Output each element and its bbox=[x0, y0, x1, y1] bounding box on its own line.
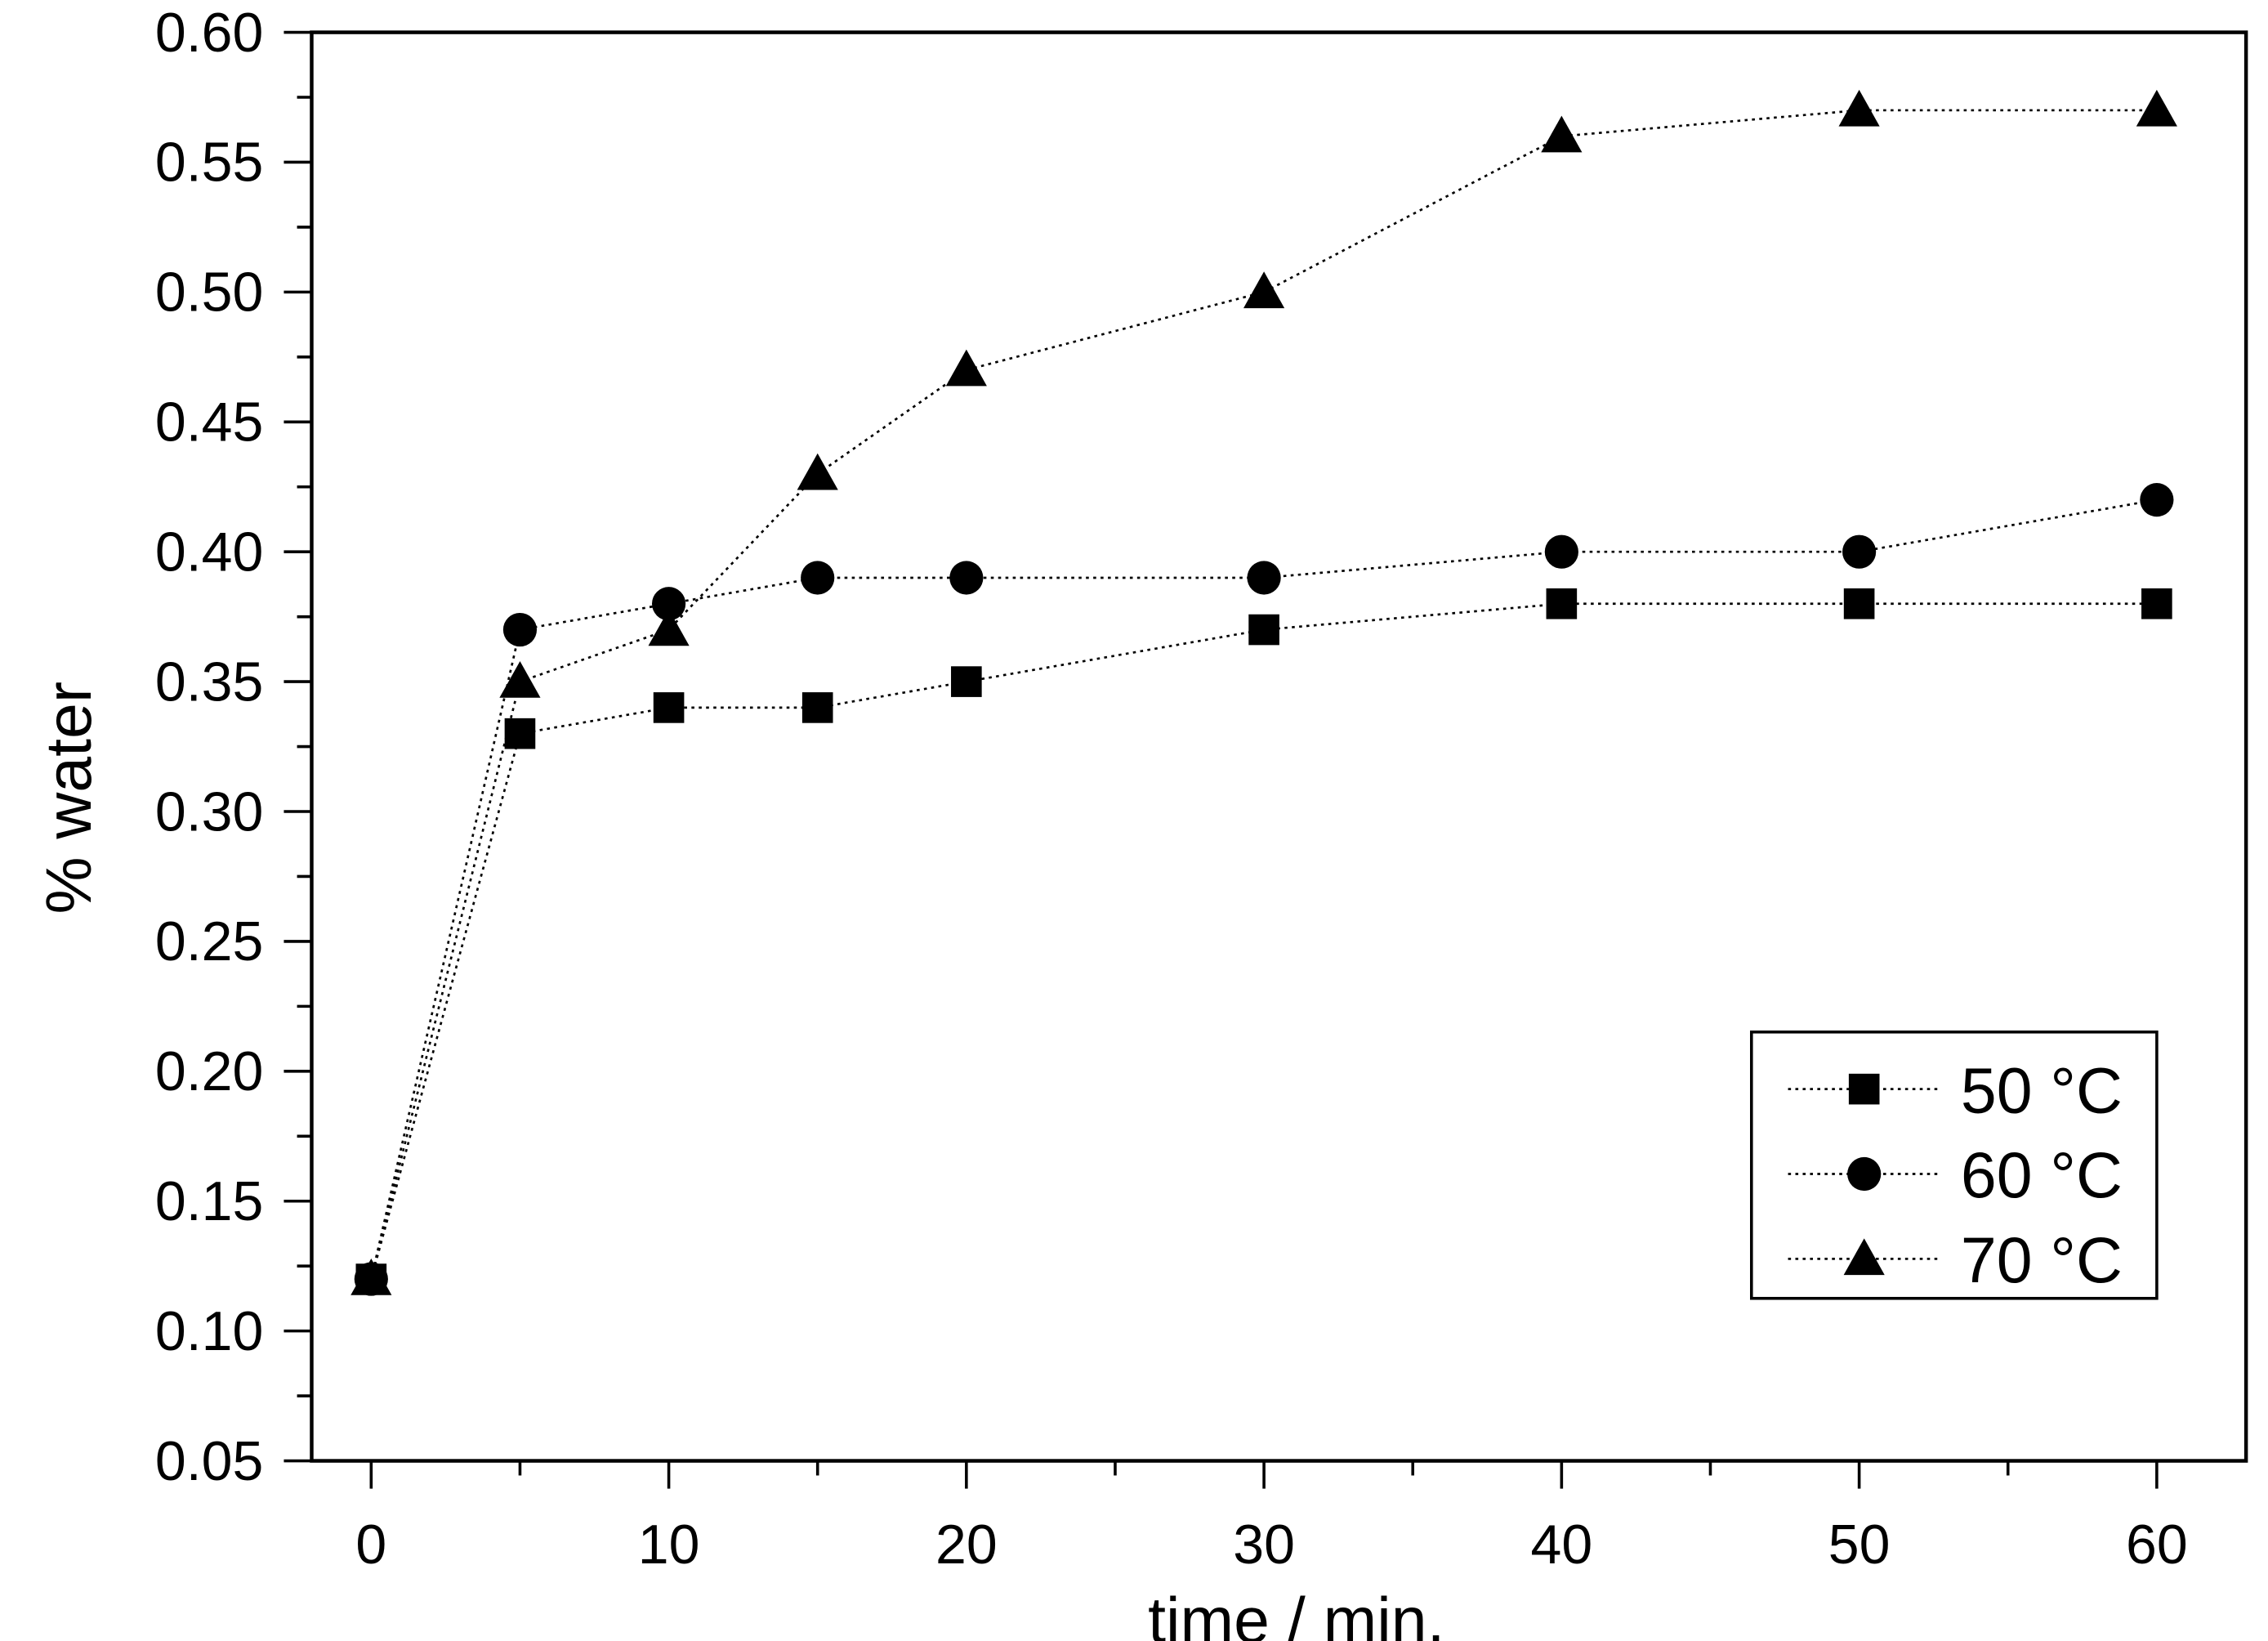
data-point-circle bbox=[2140, 483, 2174, 517]
legend-item: 50 °C bbox=[1788, 1054, 2123, 1126]
data-point-triangle bbox=[945, 349, 987, 387]
data-point-circle bbox=[1842, 534, 1877, 569]
legend-item: 60 °C bbox=[1788, 1139, 2123, 1211]
legend-label: 50 °C bbox=[1961, 1054, 2123, 1126]
x-tick-label: 10 bbox=[638, 1514, 700, 1576]
data-point-triangle bbox=[2136, 89, 2177, 127]
data-point-circle bbox=[1247, 561, 1281, 595]
x-tick-label: 40 bbox=[1530, 1514, 1592, 1576]
y-tick-label: 0.60 bbox=[155, 2, 263, 64]
y-tick-label: 0.15 bbox=[155, 1170, 263, 1232]
series-line bbox=[370, 602, 2157, 1280]
y-tick-label: 0.35 bbox=[155, 651, 263, 713]
x-tick-label: 30 bbox=[1233, 1514, 1295, 1576]
series-60c bbox=[354, 483, 2174, 1296]
data-point-circle bbox=[502, 612, 538, 647]
legend-marker-circle bbox=[1847, 1156, 1882, 1192]
legend-item: 70 °C bbox=[1788, 1224, 2123, 1296]
y-tick-label: 0.55 bbox=[155, 132, 263, 194]
data-point-square bbox=[2141, 588, 2172, 619]
series-70c bbox=[350, 89, 2177, 1295]
legend-marker-triangle bbox=[1843, 1238, 1885, 1276]
data-point-circle bbox=[949, 561, 984, 595]
legend: 50 °C 60 °C 70 °C bbox=[1749, 1031, 2159, 1300]
data-point-triangle bbox=[350, 1259, 392, 1295]
y-tick-label: 0.40 bbox=[155, 521, 263, 583]
data-point-square bbox=[1546, 588, 1578, 619]
y-tick-label: 0.45 bbox=[155, 391, 263, 454]
y-tick-label: 0.30 bbox=[155, 780, 263, 843]
data-point-triangle bbox=[648, 609, 690, 646]
x-tick-label: 50 bbox=[1828, 1514, 1891, 1576]
legend-marker-square bbox=[1848, 1073, 1880, 1105]
data-point-triangle bbox=[1838, 89, 1880, 127]
x-tick-label: 0 bbox=[355, 1514, 386, 1576]
x-tick-label: 20 bbox=[935, 1514, 998, 1576]
data-point-circle bbox=[801, 561, 835, 595]
data-point-triangle bbox=[1243, 271, 1285, 309]
y-tick-label: 0.10 bbox=[155, 1300, 263, 1362]
data-point-triangle bbox=[1541, 115, 1583, 153]
series-line bbox=[370, 499, 2158, 1280]
y-tick-label: 0.50 bbox=[155, 262, 263, 324]
y-tick-label: 0.25 bbox=[155, 910, 263, 973]
data-point-square bbox=[951, 666, 982, 697]
legend-label: 70 °C bbox=[1961, 1224, 2123, 1296]
y-tick-label: 0.05 bbox=[155, 1430, 263, 1492]
data-point-square bbox=[1248, 614, 1279, 646]
x-axis-label: time / min. bbox=[1148, 1585, 1444, 1641]
data-point-square bbox=[1843, 588, 1875, 619]
data-point-square bbox=[801, 692, 833, 723]
data-point-square bbox=[653, 692, 685, 723]
legend-box bbox=[1749, 1031, 2159, 1300]
data-point-circle bbox=[651, 587, 686, 621]
data-point-triangle bbox=[499, 661, 541, 698]
axis-ticks: 0 10 20 30 40 50 60 0.05 0.10 0.15 0.20 0.25 0.30 0.3… bbox=[155, 2, 2188, 1576]
y-axis-label: % water bbox=[33, 682, 105, 914]
data-point-circle bbox=[1544, 534, 1578, 569]
data-point-triangle bbox=[797, 453, 838, 490]
x-tick-label: 60 bbox=[2126, 1514, 2188, 1576]
legend-label: 60 °C bbox=[1961, 1139, 2123, 1211]
series-layer bbox=[350, 89, 2177, 1296]
series-line bbox=[370, 109, 2157, 1280]
y-tick-label: 0.20 bbox=[155, 1040, 263, 1102]
